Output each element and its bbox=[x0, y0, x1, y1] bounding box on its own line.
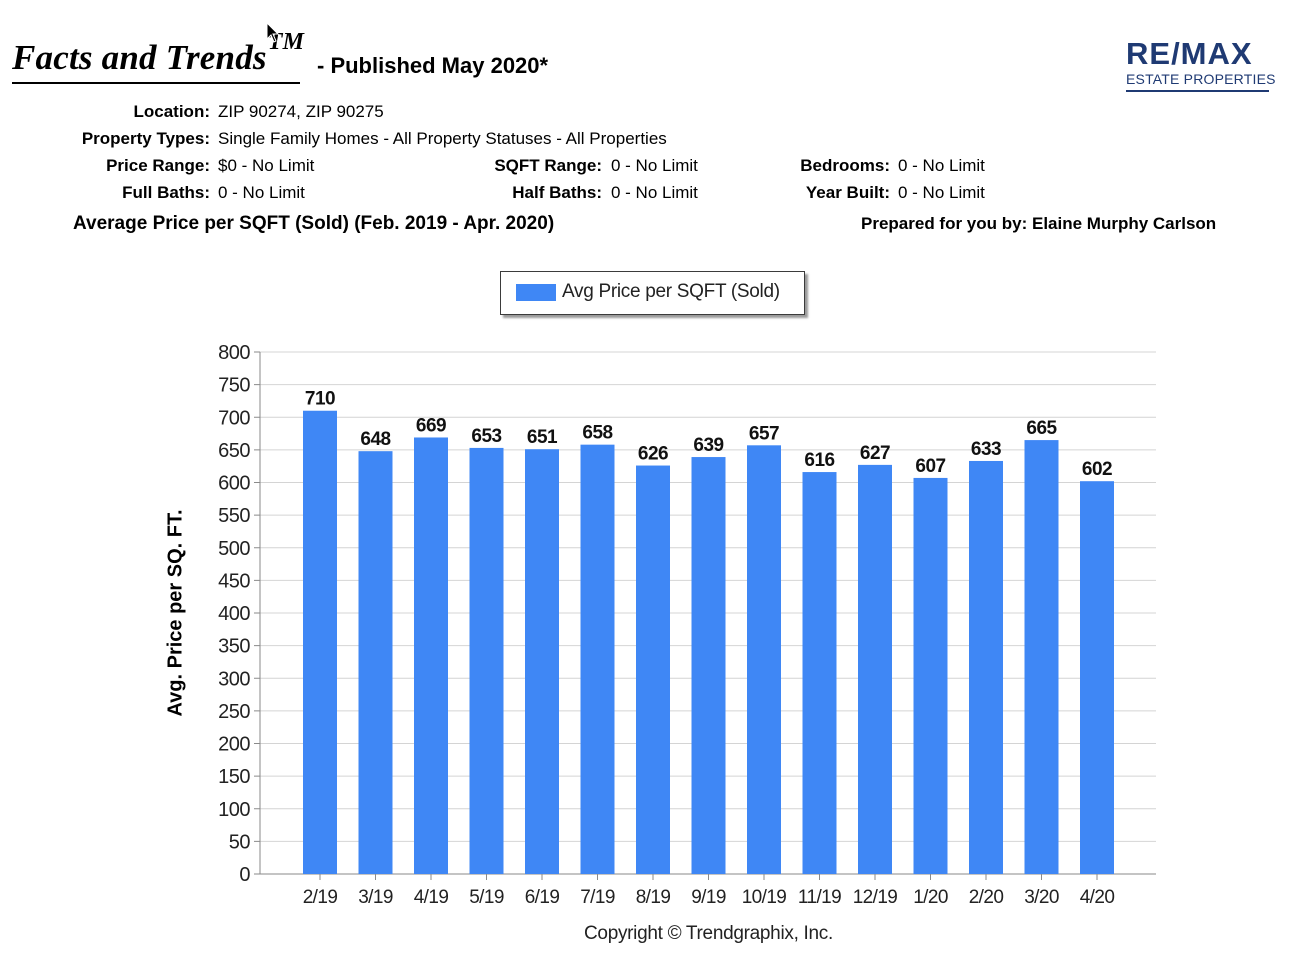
x-tick-label: 12/19 bbox=[853, 887, 898, 908]
y-tick-label: 500 bbox=[218, 538, 250, 560]
y-tick-label: 300 bbox=[218, 668, 250, 690]
prepared-by: Prepared for you by: Elaine Murphy Carls… bbox=[861, 214, 1217, 233]
location-value: ZIP 90274, ZIP 90275 bbox=[218, 102, 384, 121]
x-tick-label: 5/19 bbox=[469, 887, 504, 908]
data-label: 653 bbox=[471, 426, 501, 447]
copyright: Copyright © Trendgraphix, Inc. bbox=[584, 923, 833, 944]
y-tick-label: 100 bbox=[218, 799, 250, 821]
y-tick-label: 350 bbox=[218, 636, 250, 658]
x-tick-label: 9/19 bbox=[691, 887, 726, 908]
remax-logo-subtitle: ESTATE PROPERTIES bbox=[1126, 71, 1276, 87]
x-tick-label: 4/19 bbox=[414, 887, 449, 908]
data-label: 648 bbox=[360, 429, 390, 450]
full-baths-label: Full Baths: bbox=[122, 183, 210, 202]
bar bbox=[469, 447, 504, 874]
bar bbox=[414, 437, 448, 874]
sqft-range-label: SQFT Range: bbox=[494, 156, 602, 175]
bar bbox=[691, 457, 726, 874]
y-tick-label: 150 bbox=[218, 766, 250, 788]
property-types-value: Single Family Homes - All Property Statu… bbox=[218, 129, 667, 148]
legend-swatch bbox=[516, 284, 556, 301]
data-label: 658 bbox=[582, 423, 612, 444]
bedrooms-label: Bedrooms: bbox=[800, 156, 890, 175]
y-tick-label: 250 bbox=[218, 701, 250, 723]
data-label: 602 bbox=[1082, 459, 1112, 480]
legend-label: Avg Price per SQFT (Sold) bbox=[562, 281, 780, 302]
bar bbox=[1080, 481, 1114, 874]
bar bbox=[1024, 440, 1059, 874]
data-label: 665 bbox=[1026, 418, 1057, 439]
brand-text: Facts and Trends bbox=[12, 38, 267, 77]
data-label: 657 bbox=[749, 423, 779, 444]
x-tick-label: 2/19 bbox=[303, 887, 338, 908]
chart-title: Average Price per SQFT (Sold) (Feb. 2019… bbox=[73, 213, 555, 234]
data-label: 633 bbox=[971, 439, 1001, 460]
y-tick-label: 800 bbox=[218, 342, 250, 364]
data-label: 651 bbox=[527, 427, 558, 448]
logo-underline bbox=[1126, 90, 1269, 92]
bar bbox=[580, 444, 615, 874]
x-tick-label: 1/20 bbox=[913, 887, 948, 908]
bar bbox=[525, 449, 559, 874]
half-baths-value: 0 - No Limit bbox=[611, 183, 698, 202]
brand-underline bbox=[12, 82, 300, 84]
brand-title: Facts and TrendsTM bbox=[12, 29, 304, 78]
x-tick-label: 10/19 bbox=[742, 887, 787, 908]
year-built-label: Year Built: bbox=[805, 183, 890, 202]
bar bbox=[969, 460, 1003, 874]
bar bbox=[747, 445, 781, 874]
x-tick-label: 11/19 bbox=[798, 887, 841, 908]
x-tick-label: 6/19 bbox=[525, 887, 560, 908]
y-tick-label: 550 bbox=[218, 505, 250, 527]
full-baths-value: 0 - No Limit bbox=[218, 183, 305, 202]
bedrooms-value: 0 - No Limit bbox=[898, 156, 985, 175]
data-label: 627 bbox=[860, 443, 890, 464]
y-tick-label: 700 bbox=[218, 407, 250, 429]
year-built-value: 0 - No Limit bbox=[898, 183, 985, 202]
bar bbox=[858, 464, 892, 874]
y-tick-label: 650 bbox=[218, 440, 250, 462]
data-label: 639 bbox=[693, 435, 723, 456]
y-tick-label: 0 bbox=[239, 864, 250, 886]
x-tick-label: 3/20 bbox=[1024, 887, 1059, 908]
y-tick-label: 450 bbox=[218, 570, 250, 592]
price-range-value: $0 - No Limit bbox=[218, 156, 315, 175]
x-tick-label: 7/19 bbox=[580, 887, 615, 908]
bar bbox=[358, 451, 393, 874]
price-range-label: Price Range: bbox=[106, 156, 210, 175]
bar bbox=[913, 477, 948, 874]
y-tick-label: 50 bbox=[229, 831, 251, 853]
chart-legend: Avg Price per SQFT (Sold) bbox=[500, 271, 805, 315]
data-label: 710 bbox=[305, 389, 335, 410]
x-tick-label: 4/20 bbox=[1080, 887, 1115, 908]
x-tick-label: 2/20 bbox=[969, 887, 1004, 908]
data-label: 607 bbox=[915, 456, 945, 477]
data-label: 669 bbox=[416, 415, 446, 436]
bar bbox=[802, 472, 837, 874]
mouse-cursor-icon bbox=[266, 22, 280, 43]
x-tick-label: 8/19 bbox=[636, 887, 671, 908]
property-types-label: Property Types: bbox=[81, 129, 210, 148]
bar bbox=[303, 410, 337, 874]
y-tick-label: 600 bbox=[218, 473, 250, 495]
half-baths-label: Half Baths: bbox=[512, 183, 602, 202]
published-date: - Published May 2020* bbox=[317, 53, 549, 78]
y-tick-label: 750 bbox=[218, 375, 250, 397]
y-tick-label: 200 bbox=[218, 734, 250, 756]
remax-logo: RE/MAX bbox=[1126, 36, 1253, 71]
data-label: 626 bbox=[638, 444, 668, 465]
bar bbox=[636, 465, 670, 874]
location-label: Location: bbox=[133, 102, 211, 121]
x-tick-label: 3/19 bbox=[358, 887, 393, 908]
y-tick-label: 400 bbox=[218, 603, 250, 625]
data-label: 616 bbox=[804, 450, 834, 471]
sqft-range-value: 0 - No Limit bbox=[611, 156, 698, 175]
